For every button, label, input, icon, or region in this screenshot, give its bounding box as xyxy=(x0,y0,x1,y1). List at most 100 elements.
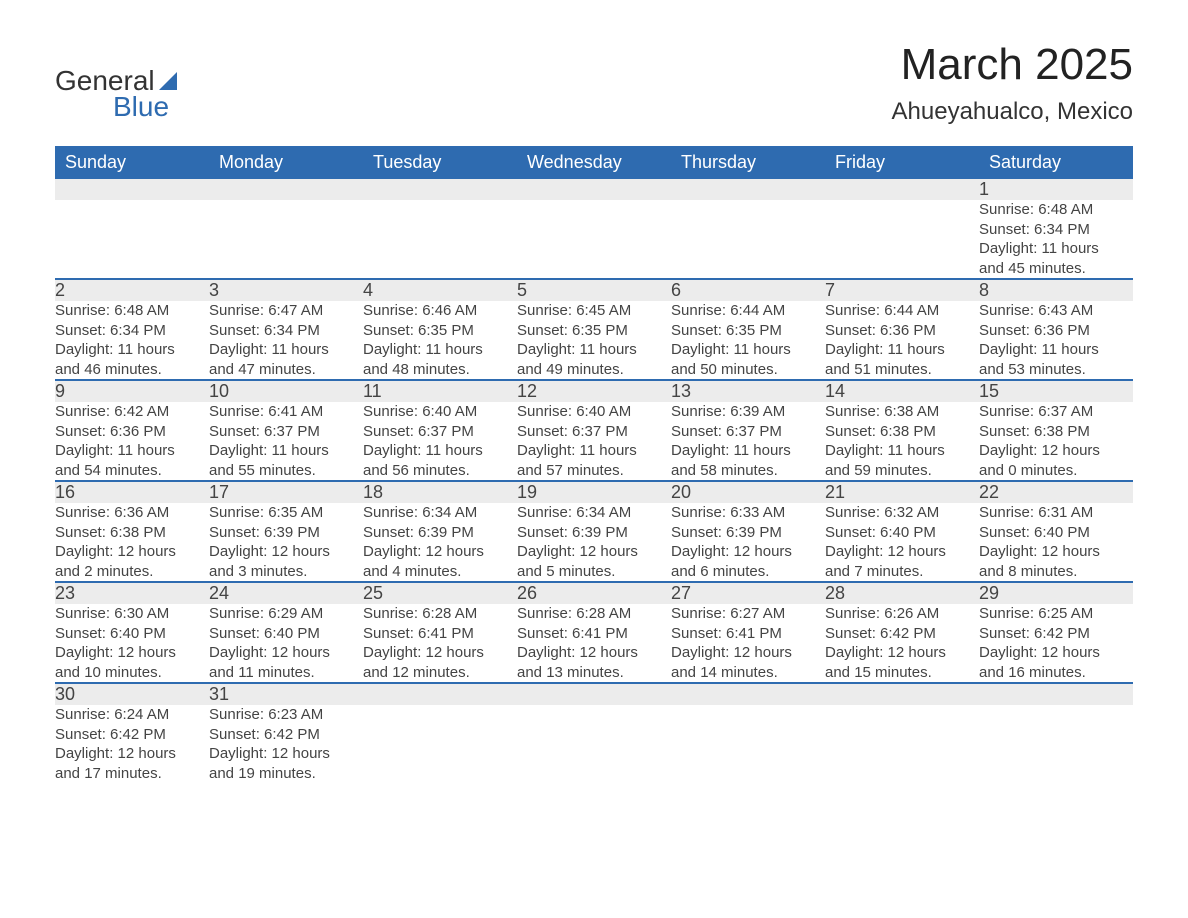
sunset-text: Sunset: 6:37 PM xyxy=(209,422,363,442)
daylight-text-2: and 2 minutes. xyxy=(55,562,209,582)
day-details: Sunrise: 6:23 AMSunset: 6:42 PMDaylight:… xyxy=(209,705,363,783)
day-details-row: Sunrise: 6:24 AMSunset: 6:42 PMDaylight:… xyxy=(55,705,1133,783)
daylight-text-2: and 5 minutes. xyxy=(517,562,671,582)
sunset-text: Sunset: 6:34 PM xyxy=(55,321,209,341)
weekday-friday: Friday xyxy=(825,146,979,179)
weekday-wednesday: Wednesday xyxy=(517,146,671,179)
sunrise-text: Sunrise: 6:40 AM xyxy=(363,402,517,422)
daylight-text-1: Daylight: 11 hours xyxy=(671,340,825,360)
day-details: Sunrise: 6:32 AMSunset: 6:40 PMDaylight:… xyxy=(825,503,979,582)
day-number: 21 xyxy=(825,481,979,503)
sunrise-text: Sunrise: 6:30 AM xyxy=(55,604,209,624)
daylight-text-2: and 47 minutes. xyxy=(209,360,363,380)
sunset-text: Sunset: 6:40 PM xyxy=(825,523,979,543)
day-number: 15 xyxy=(979,380,1133,402)
location: Ahueyahualco, Mexico xyxy=(892,98,1133,126)
daylight-text-1: Daylight: 12 hours xyxy=(209,643,363,663)
sunset-text: Sunset: 6:42 PM xyxy=(825,624,979,644)
title-block: March 2025 Ahueyahualco, Mexico xyxy=(892,40,1133,126)
daylight-text-1: Daylight: 12 hours xyxy=(55,643,209,663)
daylight-text-1: Daylight: 12 hours xyxy=(363,643,517,663)
sunrise-text: Sunrise: 6:23 AM xyxy=(209,705,363,725)
day-number xyxy=(209,179,363,200)
sunset-text: Sunset: 6:39 PM xyxy=(363,523,517,543)
day-number xyxy=(55,179,209,200)
day-number: 30 xyxy=(55,683,209,705)
day-number: 6 xyxy=(671,279,825,301)
daylight-text-1: Daylight: 11 hours xyxy=(825,340,979,360)
sunset-text: Sunset: 6:35 PM xyxy=(671,321,825,341)
sunrise-text: Sunrise: 6:41 AM xyxy=(209,402,363,422)
sunset-text: Sunset: 6:37 PM xyxy=(363,422,517,442)
daylight-text-2: and 50 minutes. xyxy=(671,360,825,380)
day-number-row: 9101112131415 xyxy=(55,380,1133,402)
day-number: 4 xyxy=(363,279,517,301)
daylight-text-1: Daylight: 12 hours xyxy=(517,542,671,562)
sunset-text: Sunset: 6:41 PM xyxy=(517,624,671,644)
sunset-text: Sunset: 6:35 PM xyxy=(363,321,517,341)
day-number: 16 xyxy=(55,481,209,503)
day-details: Sunrise: 6:47 AMSunset: 6:34 PMDaylight:… xyxy=(209,301,363,380)
sunrise-text: Sunrise: 6:46 AM xyxy=(363,301,517,321)
daylight-text-2: and 7 minutes. xyxy=(825,562,979,582)
day-details: Sunrise: 6:40 AMSunset: 6:37 PMDaylight:… xyxy=(363,402,517,481)
daylight-text-2: and 53 minutes. xyxy=(979,360,1133,380)
day-details-row: Sunrise: 6:36 AMSunset: 6:38 PMDaylight:… xyxy=(55,503,1133,582)
sunset-text: Sunset: 6:41 PM xyxy=(363,624,517,644)
sunrise-text: Sunrise: 6:48 AM xyxy=(55,301,209,321)
sunrise-text: Sunrise: 6:31 AM xyxy=(979,503,1133,523)
day-details: Sunrise: 6:27 AMSunset: 6:41 PMDaylight:… xyxy=(671,604,825,683)
sunset-text: Sunset: 6:40 PM xyxy=(979,523,1133,543)
sunrise-text: Sunrise: 6:29 AM xyxy=(209,604,363,624)
day-details xyxy=(55,200,209,279)
day-details: Sunrise: 6:38 AMSunset: 6:38 PMDaylight:… xyxy=(825,402,979,481)
sunset-text: Sunset: 6:41 PM xyxy=(671,624,825,644)
calendar-table: Sunday Monday Tuesday Wednesday Thursday… xyxy=(55,146,1133,783)
sunrise-text: Sunrise: 6:39 AM xyxy=(671,402,825,422)
daylight-text-1: Daylight: 12 hours xyxy=(209,542,363,562)
sunrise-text: Sunrise: 6:27 AM xyxy=(671,604,825,624)
day-details xyxy=(517,200,671,279)
daylight-text-2: and 19 minutes. xyxy=(209,764,363,784)
day-details-row: Sunrise: 6:48 AMSunset: 6:34 PMDaylight:… xyxy=(55,301,1133,380)
daylight-text-1: Daylight: 11 hours xyxy=(209,441,363,461)
day-details: Sunrise: 6:44 AMSunset: 6:35 PMDaylight:… xyxy=(671,301,825,380)
daylight-text-2: and 49 minutes. xyxy=(517,360,671,380)
day-details: Sunrise: 6:26 AMSunset: 6:42 PMDaylight:… xyxy=(825,604,979,683)
day-number: 13 xyxy=(671,380,825,402)
day-details: Sunrise: 6:39 AMSunset: 6:37 PMDaylight:… xyxy=(671,402,825,481)
daylight-text-2: and 57 minutes. xyxy=(517,461,671,481)
sunset-text: Sunset: 6:38 PM xyxy=(825,422,979,442)
sunset-text: Sunset: 6:42 PM xyxy=(209,725,363,745)
day-number: 2 xyxy=(55,279,209,301)
day-details xyxy=(825,200,979,279)
day-details xyxy=(671,200,825,279)
day-number: 19 xyxy=(517,481,671,503)
day-number: 8 xyxy=(979,279,1133,301)
day-number xyxy=(979,683,1133,705)
sunrise-text: Sunrise: 6:38 AM xyxy=(825,402,979,422)
day-number xyxy=(517,179,671,200)
sunrise-text: Sunrise: 6:45 AM xyxy=(517,301,671,321)
logo: General Blue xyxy=(55,65,177,123)
daylight-text-1: Daylight: 12 hours xyxy=(55,744,209,764)
weekday-monday: Monday xyxy=(209,146,363,179)
daylight-text-1: Daylight: 11 hours xyxy=(55,340,209,360)
day-number: 29 xyxy=(979,582,1133,604)
day-details: Sunrise: 6:42 AMSunset: 6:36 PMDaylight:… xyxy=(55,402,209,481)
day-details: Sunrise: 6:28 AMSunset: 6:41 PMDaylight:… xyxy=(517,604,671,683)
daylight-text-2: and 59 minutes. xyxy=(825,461,979,481)
day-number xyxy=(363,683,517,705)
day-details: Sunrise: 6:24 AMSunset: 6:42 PMDaylight:… xyxy=(55,705,209,783)
day-number: 23 xyxy=(55,582,209,604)
sunrise-text: Sunrise: 6:32 AM xyxy=(825,503,979,523)
sunrise-text: Sunrise: 6:28 AM xyxy=(517,604,671,624)
day-number: 31 xyxy=(209,683,363,705)
day-number-row: 16171819202122 xyxy=(55,481,1133,503)
daylight-text-2: and 12 minutes. xyxy=(363,663,517,683)
day-number: 26 xyxy=(517,582,671,604)
daylight-text-2: and 15 minutes. xyxy=(825,663,979,683)
logo-text-blue: Blue xyxy=(113,91,169,123)
daylight-text-2: and 45 minutes. xyxy=(979,259,1133,279)
day-details xyxy=(363,705,517,783)
